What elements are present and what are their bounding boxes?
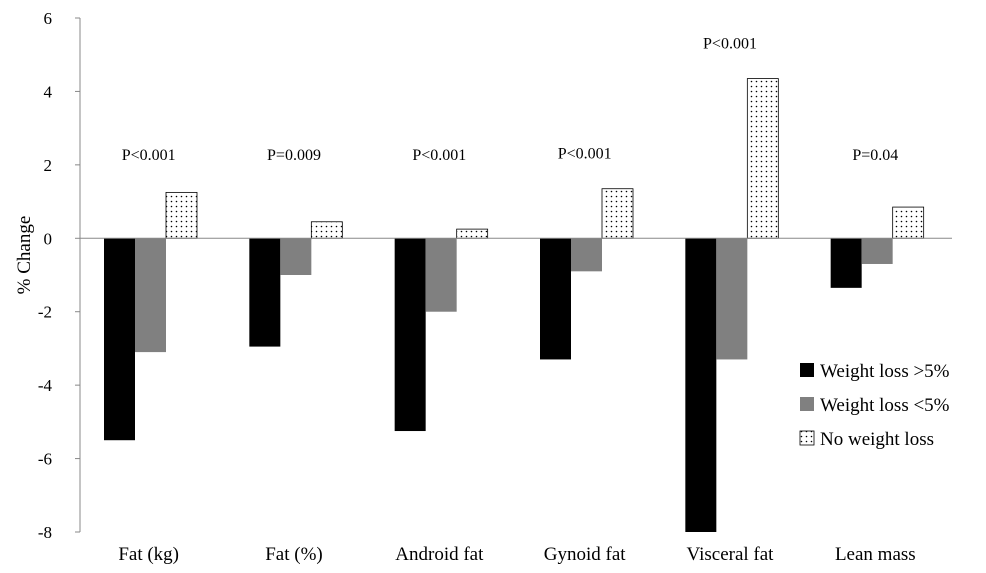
x-tick-label: Fat (%) <box>265 544 323 565</box>
bar-weight-loss-5-fat <box>249 238 281 347</box>
x-tick-label: Visceral fat <box>687 544 775 565</box>
p-value-label: P=0.009 <box>267 147 321 164</box>
y-tick-label: 6 <box>44 9 53 28</box>
bar-weight-loss-5-lean-mass <box>861 238 893 264</box>
y-axis-title: % Change <box>14 216 35 295</box>
x-tick-label: Gynoid fat <box>544 544 627 565</box>
bar-no-weight-loss-android-fat <box>456 228 489 239</box>
y-tick-label: -4 <box>38 376 53 395</box>
legend-swatch-weight-loss-5 <box>800 363 814 377</box>
y-tick-label: -6 <box>38 450 52 469</box>
bars-layer <box>104 78 925 533</box>
y-tick-label: 0 <box>44 229 53 248</box>
bar-weight-loss-5-fat-kg <box>104 238 135 441</box>
p-value-label: P=0.04 <box>852 147 898 164</box>
bar-no-weight-loss-gynoid-fat <box>601 188 634 239</box>
x-tick-label: Lean mass <box>835 544 916 565</box>
bar-weight-loss-5-fat <box>280 238 312 275</box>
legend: Weight loss >5% Weight loss <5% No weight … <box>799 361 950 450</box>
bar-weight-loss-5-android-fat <box>425 238 457 312</box>
bar-weight-loss-5-lean-mass <box>830 238 862 288</box>
bar-no-weight-loss-fat <box>310 221 343 239</box>
x-tick-label: Android fat <box>395 544 484 565</box>
legend-swatch-weight-loss-5 <box>800 397 814 411</box>
y-tick-label: -2 <box>38 303 52 322</box>
bar-no-weight-loss-fat-kg <box>165 191 198 239</box>
bar-weight-loss-5-gynoid-fat <box>540 238 571 360</box>
p-value-label: P<0.001 <box>558 146 612 163</box>
bar-no-weight-loss-visceral-fat <box>746 78 779 239</box>
bar-weight-loss-5-android-fat <box>394 238 426 432</box>
p-value-label: P<0.001 <box>412 147 466 164</box>
bar-weight-loss-5-visceral-fat <box>685 238 717 533</box>
legend-label-weight-loss-5: Weight loss >5% <box>820 361 950 382</box>
y-tick-label: -8 <box>38 523 52 542</box>
labels-layer: Fat (kg) P<0.001 Fat (%) P=0.009 Android fat… <box>118 36 915 565</box>
bar-weight-loss-5-visceral-fat <box>716 238 748 360</box>
bar-weight-loss-5-gynoid-fat <box>571 238 602 272</box>
legend-swatch-no-weight-loss <box>799 430 815 446</box>
p-value-label: P<0.001 <box>122 147 176 164</box>
legend-label-weight-loss-5: Weight loss <5% <box>820 395 950 416</box>
bar-weight-loss-5-fat-kg <box>135 238 166 353</box>
y-tick-label: 4 <box>44 82 53 101</box>
p-value-label: P<0.001 <box>703 36 757 53</box>
y-tick-label: 2 <box>44 156 53 175</box>
bar-no-weight-loss-lean-mass <box>892 206 925 239</box>
axes-layer: -8 -6 -4 -2 0 2 4 6 <box>38 9 952 542</box>
x-tick-label: Fat (kg) <box>118 544 179 565</box>
legend-label-no-weight-loss: No weight loss <box>820 429 934 450</box>
